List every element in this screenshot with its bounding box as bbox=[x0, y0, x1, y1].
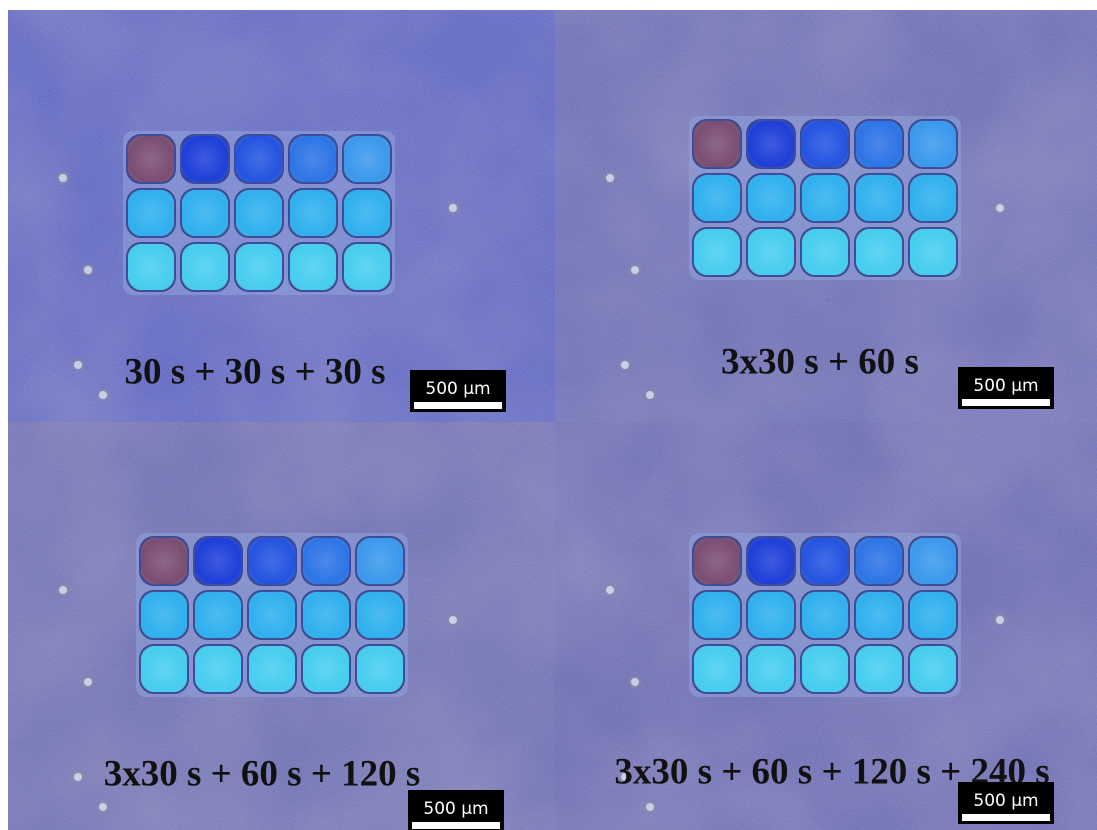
particle bbox=[73, 772, 83, 782]
well-shade bbox=[140, 645, 188, 693]
well-shade bbox=[343, 189, 391, 237]
particle bbox=[645, 390, 655, 400]
micrograph-panel: 3x30 s + 60 s 500 µm bbox=[555, 10, 1097, 422]
well-shade bbox=[181, 135, 229, 183]
well-shade bbox=[693, 228, 741, 276]
well-shade bbox=[855, 120, 903, 168]
panels: 30 s + 30 s + 30 s 500 µm 3x30 s + 60 s 500… bbox=[8, 10, 1097, 830]
well-shade bbox=[302, 591, 350, 639]
well-shade bbox=[289, 135, 337, 183]
particle bbox=[83, 677, 93, 687]
scale-bar bbox=[962, 814, 1050, 821]
well-shade bbox=[289, 243, 337, 291]
well-shade bbox=[909, 645, 957, 693]
particle bbox=[448, 615, 458, 625]
scale-bar bbox=[414, 402, 502, 409]
well-shade bbox=[801, 120, 849, 168]
well-shade bbox=[747, 228, 795, 276]
well-shade bbox=[747, 120, 795, 168]
particle bbox=[630, 265, 640, 275]
well-shade bbox=[693, 174, 741, 222]
well-shade bbox=[248, 591, 296, 639]
well-shade bbox=[801, 174, 849, 222]
well-shade bbox=[855, 645, 903, 693]
well-shade bbox=[302, 537, 350, 585]
well-shade bbox=[343, 243, 391, 291]
particle bbox=[58, 585, 68, 595]
well-shade bbox=[855, 537, 903, 585]
well-shade bbox=[801, 591, 849, 639]
well-shade bbox=[194, 645, 242, 693]
well-shade bbox=[302, 645, 350, 693]
well-shade bbox=[909, 228, 957, 276]
well-shade bbox=[801, 645, 849, 693]
particle bbox=[83, 265, 93, 275]
particle bbox=[620, 360, 630, 370]
page: 30 s + 30 s + 30 s 500 µm 3x30 s + 60 s 500… bbox=[0, 0, 1097, 830]
well-shade bbox=[356, 645, 404, 693]
well-shade bbox=[356, 591, 404, 639]
well-shade bbox=[127, 189, 175, 237]
particle bbox=[605, 173, 615, 183]
well-shade bbox=[909, 174, 957, 222]
panel-label: 3x30 s + 60 s bbox=[721, 341, 919, 382]
well-shade bbox=[855, 174, 903, 222]
well-shade bbox=[235, 243, 283, 291]
particle bbox=[995, 615, 1005, 625]
scale-bar-label: 500 µm bbox=[423, 799, 488, 819]
particle bbox=[630, 677, 640, 687]
particle bbox=[995, 203, 1005, 213]
well-shade bbox=[801, 537, 849, 585]
well-shade bbox=[181, 189, 229, 237]
particle bbox=[98, 802, 108, 812]
well-shade bbox=[194, 591, 242, 639]
well-shade bbox=[747, 591, 795, 639]
well-shade bbox=[855, 591, 903, 639]
well-shade bbox=[747, 174, 795, 222]
particle bbox=[58, 173, 68, 183]
well-shade bbox=[248, 537, 296, 585]
scale-bar-label: 500 µm bbox=[973, 376, 1038, 396]
micrograph-panel: 30 s + 30 s + 30 s 500 µm bbox=[8, 10, 555, 422]
well-shade bbox=[127, 135, 175, 183]
micrograph-figure: 30 s + 30 s + 30 s 500 µm 3x30 s + 60 s 500… bbox=[0, 0, 1097, 830]
well-shade bbox=[356, 537, 404, 585]
well-shade bbox=[693, 591, 741, 639]
well-shade bbox=[909, 591, 957, 639]
well-shade bbox=[747, 645, 795, 693]
scale-bar bbox=[412, 822, 500, 829]
well-shade bbox=[693, 537, 741, 585]
well-shade bbox=[127, 243, 175, 291]
well-shade bbox=[181, 243, 229, 291]
well-shade bbox=[801, 228, 849, 276]
particle bbox=[98, 390, 108, 400]
well-shade bbox=[140, 537, 188, 585]
well-shade bbox=[909, 537, 957, 585]
scale-bar bbox=[962, 399, 1050, 406]
well-shade bbox=[235, 135, 283, 183]
panel-label: 30 s + 30 s + 30 s bbox=[124, 351, 385, 392]
particle bbox=[73, 360, 83, 370]
well-shade bbox=[289, 189, 337, 237]
scale-bar-label: 500 µm bbox=[973, 791, 1038, 811]
well-shade bbox=[747, 537, 795, 585]
panel-label: 3x30 s + 60 s + 120 s bbox=[104, 753, 421, 794]
well-shade bbox=[194, 537, 242, 585]
particle bbox=[448, 203, 458, 213]
well-shade bbox=[248, 645, 296, 693]
scale-bar-label: 500 µm bbox=[425, 379, 490, 399]
well-shade bbox=[693, 645, 741, 693]
particle bbox=[605, 585, 615, 595]
well-shade bbox=[909, 120, 957, 168]
well-shade bbox=[235, 189, 283, 237]
particle bbox=[645, 802, 655, 812]
well-shade bbox=[693, 120, 741, 168]
well-shade bbox=[140, 591, 188, 639]
well-shade bbox=[855, 228, 903, 276]
well-shade bbox=[343, 135, 391, 183]
